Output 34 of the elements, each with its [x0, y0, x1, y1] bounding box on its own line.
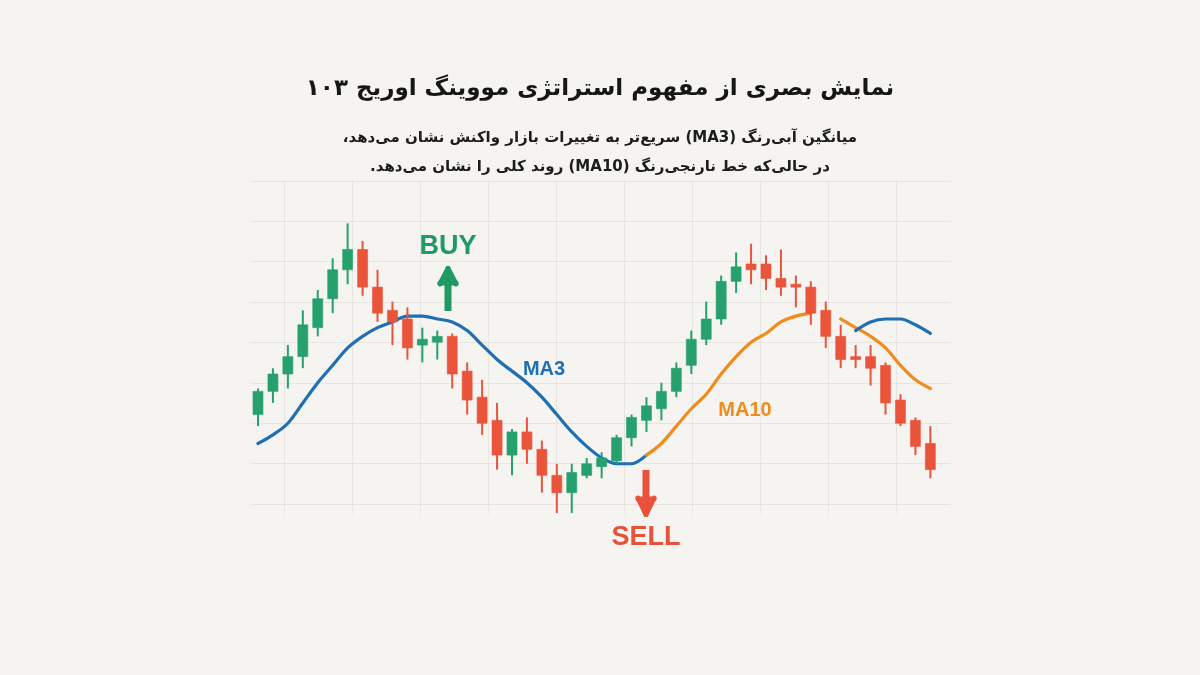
- candlestick: [416, 326, 428, 364]
- candlestick: [282, 344, 294, 390]
- series-label: MA10: [718, 398, 772, 420]
- candlestick: [790, 274, 802, 309]
- candlestick: [865, 344, 877, 387]
- candlestick: [894, 393, 906, 428]
- candlestick: [835, 323, 847, 370]
- candlestick: [521, 416, 533, 465]
- candlestick: [506, 428, 518, 477]
- candlestick: [670, 361, 682, 399]
- candlestick: [267, 367, 279, 404]
- chart-title: نمایش بصری از مفهوم استراتژی مووینگ اوریج ۱۰۳: [305, 74, 895, 101]
- annotation: BUY: [419, 230, 477, 260]
- candlestick: [551, 462, 563, 514]
- series-label: MA3: [522, 357, 566, 379]
- candlestick: [342, 222, 354, 286]
- candlestick: [775, 248, 787, 297]
- candlestick: [640, 396, 652, 433]
- candlestick: [596, 451, 608, 480]
- candlestick: [760, 254, 772, 292]
- candlestick: [655, 381, 667, 422]
- candlestick: [581, 456, 593, 480]
- candlestick: [252, 387, 264, 428]
- candlestick: [386, 300, 398, 347]
- candlestick: [730, 251, 742, 294]
- candlestick: [566, 462, 578, 514]
- candlestick: [611, 433, 623, 465]
- candlestick: [626, 413, 638, 448]
- candlestick: [431, 329, 443, 361]
- candlestick: [700, 300, 712, 347]
- text: SELL: [611, 521, 681, 551]
- chart-subtitle: میانگین آبی‌رنگ (MA3) سریع‌تر به تغییرات بازار واکنش نشان می‌دهد، در حالی‌که خط نارنجی‌رنگ (MA10) روند کلی را نشان می‌دهد.: [342, 128, 858, 175]
- candlestick: [745, 242, 757, 286]
- candlestick: [850, 344, 862, 370]
